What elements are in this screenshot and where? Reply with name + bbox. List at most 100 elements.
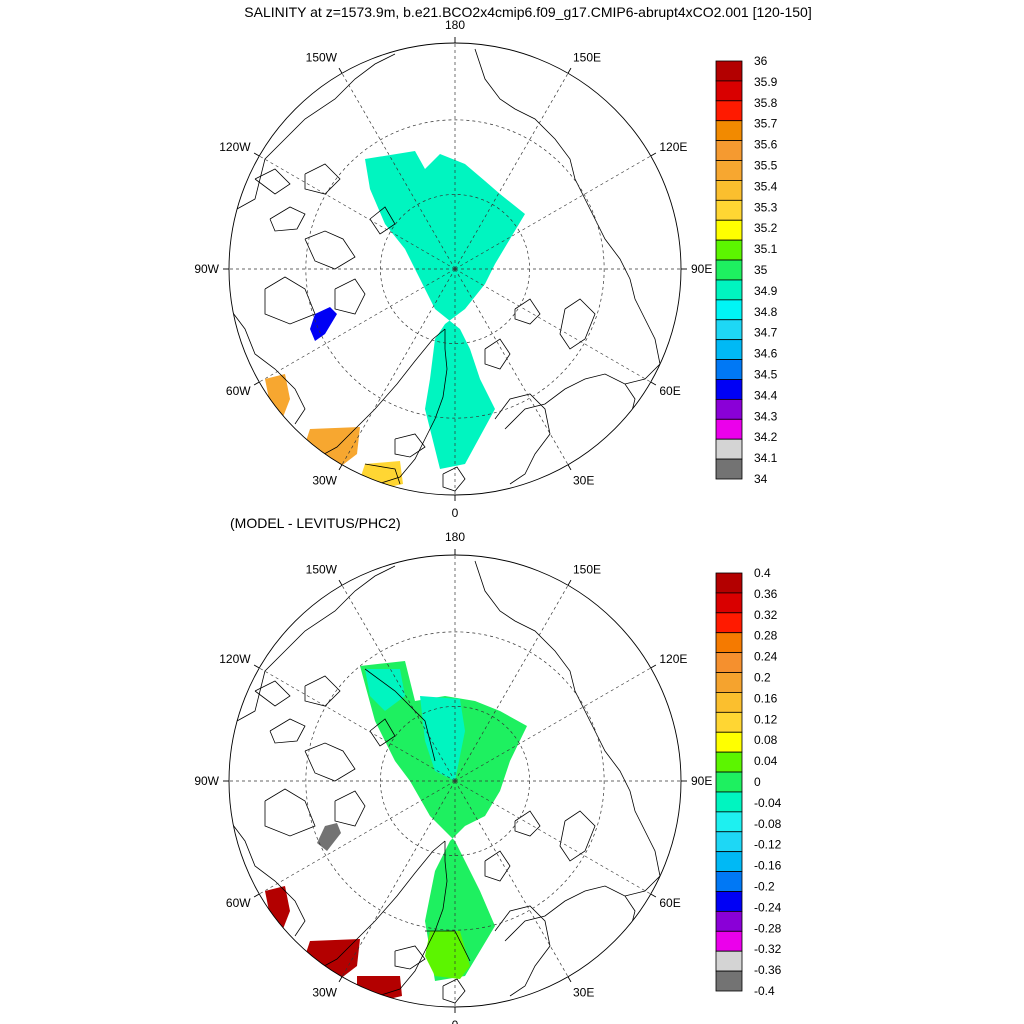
colorbar-label: 0.4 [754, 566, 771, 580]
coastline [264, 788, 316, 837]
coastline [229, 820, 306, 937]
latitude-circle [305, 119, 605, 419]
coastline [504, 373, 636, 490]
lon-0-label: 0 [452, 506, 459, 520]
colorbar-label: 34 [754, 472, 768, 486]
colorbar-swatch [715, 652, 743, 673]
coastline [474, 48, 661, 385]
salinity-colorbar: 36 35.9 35.8 35.7 35.6 35.5 35.4 35.3 35.2 35.1 35… [715, 54, 778, 486]
colorbar-label: -0.2 [754, 880, 775, 894]
meridian-line [259, 780, 456, 895]
coastline [442, 978, 466, 1004]
colorbar-label: 35.6 [754, 138, 778, 152]
coastline [236, 565, 396, 722]
colorbar-swatch [715, 871, 743, 892]
colorbar-label: -0.4 [754, 984, 775, 998]
colorbar-swatch [715, 592, 743, 614]
coastline [369, 718, 396, 747]
coastline [514, 810, 541, 837]
colorbar-swatch [715, 398, 743, 420]
lon-120w-label: 120W [219, 140, 251, 154]
colorbar-swatch [715, 199, 743, 221]
lon-90w-label: 90W [194, 262, 219, 276]
lon-150w-label: 150W [306, 563, 338, 577]
figure-title: SALINITY at z=1573.9m, b.e21.BCO2x4cmip6… [244, 4, 811, 20]
colorbar-swatch [715, 711, 743, 733]
colorbar-swatch [715, 259, 743, 281]
colorbar-swatch [715, 100, 743, 122]
colorbar-label: 34.9 [754, 284, 778, 298]
colorbar-swatch [715, 60, 743, 82]
coastline [334, 790, 366, 827]
meridian-line [454, 155, 651, 270]
colorbar-swatch [715, 438, 743, 460]
coastline [254, 680, 291, 707]
coastline [229, 308, 306, 425]
colorbar-swatch [715, 180, 743, 201]
colorbar-label: 0.2 [754, 671, 771, 685]
meridian-line [341, 585, 456, 782]
colorbar-label: 0.16 [754, 691, 778, 705]
lon-60w-label: 60W [226, 384, 251, 398]
colorbar-label: 34.4 [754, 388, 778, 402]
colorbar-swatch [715, 319, 743, 341]
colorbar-swatch [715, 731, 743, 753]
coastline [304, 742, 356, 782]
negative-anomaly-region-2 [420, 696, 465, 781]
lon-150e-label: 150E [573, 563, 601, 577]
coastline [304, 163, 341, 195]
colorbar-swatch [715, 140, 743, 161]
coastline [494, 393, 551, 485]
colorbar-label: 34.7 [754, 326, 778, 340]
colorbar-swatch [715, 930, 743, 952]
lon-120w-label: 120W [219, 652, 251, 666]
colorbar-label: 35.9 [754, 75, 778, 89]
meridian-line [259, 155, 456, 270]
meridian-line [454, 585, 569, 782]
coastline [269, 718, 306, 744]
coastline [504, 885, 636, 1002]
colorbar-swatch [715, 572, 743, 594]
colorbar-swatch [715, 239, 743, 261]
colorbar-label: 0.32 [754, 608, 778, 622]
colorbar-swatch [715, 279, 743, 301]
colorbar-swatch [715, 418, 743, 440]
meridian-line [259, 268, 456, 383]
colorbar-label: 34.6 [754, 347, 778, 361]
negative-anomaly-region-1 [365, 669, 405, 711]
lon-150w-label: 150W [306, 51, 338, 65]
meridian-line [341, 268, 456, 465]
coastline [514, 298, 541, 325]
lon-120e-label: 120E [659, 140, 687, 154]
difference-subtitle: (MODEL - LEVITUS/PHC2) [230, 515, 401, 531]
colorbar-label: 35.2 [754, 221, 778, 235]
coastline [559, 298, 596, 350]
coastline [304, 675, 341, 707]
coastline [369, 206, 396, 235]
colorbar-label: 35 [754, 263, 768, 277]
lon-30e-label: 30E [573, 985, 594, 999]
baffin-bay-region [310, 307, 337, 341]
colorbar-swatch [715, 811, 743, 833]
meridian-line [341, 73, 456, 270]
colorbar-swatch [715, 692, 743, 713]
coastline [334, 278, 366, 315]
lon-30w-label: 30W [312, 473, 337, 487]
colorbar-swatch [715, 851, 743, 872]
meridian-line [454, 780, 651, 895]
colorbar-swatch [715, 612, 743, 634]
labrador-sea-region [265, 374, 290, 417]
contour-line [364, 668, 436, 762]
coastline [394, 433, 426, 458]
colorbar-label: 35.3 [754, 200, 778, 214]
colorbar-label: 0 [754, 775, 761, 789]
colorbar-label: 0.08 [754, 733, 778, 747]
colorbar-label: 35.1 [754, 242, 778, 256]
labrador-high-anomaly [265, 886, 290, 929]
lon-180-label: 180 [445, 18, 465, 32]
colorbar-swatch [715, 771, 743, 793]
colorbar-label: -0.32 [754, 942, 782, 956]
colorbar-swatch [715, 791, 743, 813]
colorbar-swatch [715, 80, 743, 102]
